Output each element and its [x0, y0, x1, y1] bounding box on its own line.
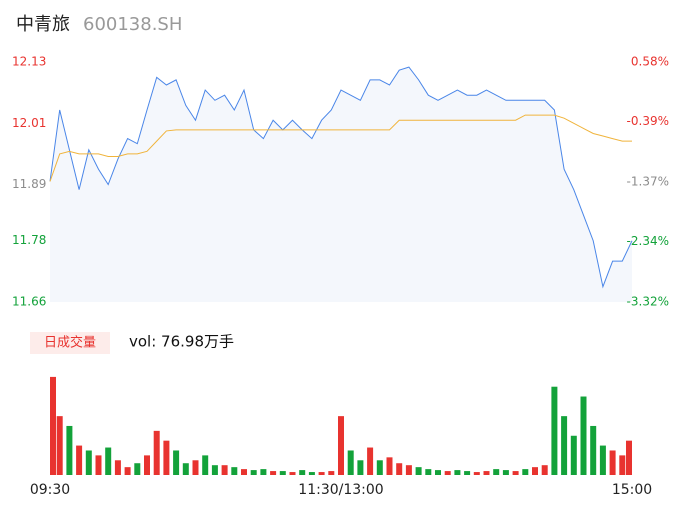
volume-bar [444, 471, 451, 475]
y-tick-label: 12.13 [12, 55, 46, 69]
price-area [50, 67, 632, 302]
volume-bar [260, 469, 267, 475]
volume-label: 日成交量 [44, 335, 96, 351]
y-tick-label: 12.01 [12, 116, 46, 130]
volume-bar [182, 463, 189, 475]
volume-bar [541, 465, 548, 475]
volume-bar [512, 471, 519, 475]
volume-bar [435, 470, 441, 475]
volume-bar [241, 469, 247, 475]
volume-bar [473, 472, 480, 475]
volume-bar [532, 467, 538, 475]
volume-bar [95, 455, 102, 475]
volume-bar [367, 447, 374, 475]
volume-bar [163, 440, 170, 475]
volume-bar [76, 445, 83, 475]
volume-bar [328, 471, 335, 475]
volume-bar [619, 455, 626, 475]
volume-bar [270, 471, 277, 475]
volume-bar [105, 447, 112, 475]
volume-bar [56, 416, 63, 475]
volume-bar [192, 460, 199, 475]
volume-bar [144, 455, 150, 475]
volume-bar [405, 465, 412, 475]
volume-bar [570, 435, 577, 475]
volume-bar [153, 430, 160, 475]
legend-box [30, 332, 110, 354]
series-line [49, 66, 633, 289]
volume-bar [221, 465, 228, 475]
volume-bar [202, 455, 209, 475]
y2-tick-label: -2.34% [627, 234, 669, 248]
volume-bar [590, 425, 597, 475]
volume-bar [415, 467, 422, 475]
y2-tick-label: 0.58% [631, 55, 669, 69]
volume-bar [134, 463, 141, 475]
volume-bar [173, 450, 180, 475]
volume-bar [454, 470, 461, 475]
volume-bar [580, 396, 587, 475]
volume-bar [318, 472, 325, 475]
volume-bar [347, 450, 354, 475]
volume-bar [85, 450, 92, 475]
stock-name: 中青旅 [16, 14, 70, 35]
vol-label: vol: 76.98万手 [129, 333, 234, 351]
y-tick-label: 11.89 [12, 177, 46, 191]
volume-bar [279, 471, 286, 475]
volume-bar [425, 469, 432, 475]
volume-bar [66, 425, 73, 475]
volume-bar [114, 460, 121, 475]
volume-bar [211, 465, 218, 475]
y2-tick-label: -3.32% [627, 295, 669, 309]
volume-bar [50, 376, 56, 475]
series-line [49, 114, 632, 182]
volume-bar [250, 470, 257, 475]
y-tick-label: 11.78 [12, 233, 46, 247]
volume-bar [396, 463, 403, 475]
x-tick-label: 15:00 [612, 482, 652, 498]
x-tick-label: 11:30/13:00 [298, 482, 383, 498]
volume-bar [502, 470, 509, 475]
volume-bar [376, 460, 383, 475]
volume-bar [493, 469, 500, 475]
y-tick-label: 11.66 [12, 295, 46, 309]
volume-bar [124, 467, 131, 475]
x-tick-label: 09:30 [30, 482, 70, 498]
volume-bar [599, 445, 606, 475]
y2-tick-label: -0.39% [627, 114, 669, 128]
volume-bar [483, 471, 490, 475]
volume-bar [299, 470, 306, 475]
stock-code: 600138.SH [83, 14, 182, 35]
volume-bar [357, 460, 364, 475]
volume-bar [561, 416, 568, 475]
volume-bar [338, 416, 344, 475]
volume-bar [289, 472, 296, 475]
volume-bar [522, 469, 529, 475]
volume-bar [551, 386, 558, 475]
volume-bar [464, 471, 471, 475]
volume-bar [626, 440, 632, 475]
volume-bar [609, 450, 616, 475]
volume-bar [386, 457, 393, 475]
y2-tick-label: -1.37% [627, 175, 669, 189]
volume-bar [231, 467, 238, 475]
volume-bar [308, 472, 315, 475]
